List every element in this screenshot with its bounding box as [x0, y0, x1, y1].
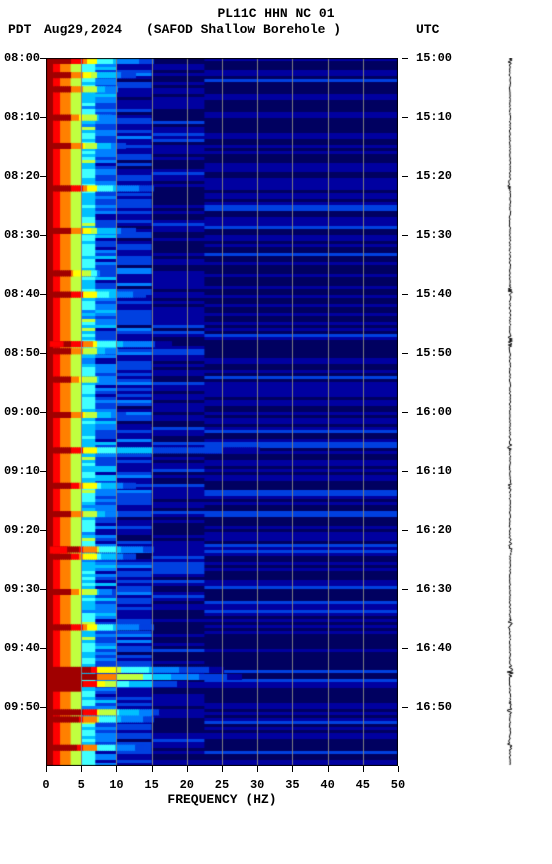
- y-right-tick-label: 16:00: [416, 406, 462, 418]
- y-left-tick-label: 09:00: [0, 406, 40, 418]
- right-tz-label: UTC: [416, 22, 439, 37]
- waveform-canvas: [500, 58, 520, 766]
- y-right-tick: [402, 353, 408, 354]
- x-axis: FREQUENCY (HZ) 05101520253035404550: [46, 766, 398, 806]
- y-left-tick-label: 09:50: [0, 701, 40, 713]
- y-right-tick-label: 15:00: [416, 52, 462, 64]
- y-right-tick-label: 15:20: [416, 170, 462, 182]
- y-right-tick: [402, 294, 408, 295]
- x-tick-label: 45: [348, 778, 378, 792]
- x-tick-label: 35: [277, 778, 307, 792]
- x-tick: [257, 766, 258, 772]
- x-tick-label: 10: [101, 778, 131, 792]
- x-tick: [116, 766, 117, 772]
- left-tz-label: PDT: [8, 22, 31, 37]
- x-tick-label: 30: [242, 778, 272, 792]
- y-right-tick-label: 15:50: [416, 347, 462, 359]
- x-tick: [222, 766, 223, 772]
- x-tick: [398, 766, 399, 772]
- y-right-tick: [402, 471, 408, 472]
- y-right-tick-label: 16:20: [416, 524, 462, 536]
- y-right-tick: [402, 589, 408, 590]
- x-tick-label: 15: [137, 778, 167, 792]
- x-tick: [187, 766, 188, 772]
- y-left-tick-label: 08:00: [0, 52, 40, 64]
- y-right-tick: [402, 58, 408, 59]
- y-right-tick-label: 15:30: [416, 229, 462, 241]
- y-right-tick-label: 16:40: [416, 642, 462, 654]
- spectrogram-plot: [46, 58, 398, 766]
- station-label: (SAFOD Shallow Borehole ): [146, 22, 341, 37]
- x-tick-label: 5: [66, 778, 96, 792]
- y-left-tick-label: 09:30: [0, 583, 40, 595]
- y-right-tick: [402, 707, 408, 708]
- x-tick: [328, 766, 329, 772]
- y-right-tick-label: 16:30: [416, 583, 462, 595]
- y-left-tick-label: 08:10: [0, 111, 40, 123]
- x-axis-label: FREQUENCY (HZ): [46, 792, 398, 807]
- y-left-tick-label: 08:40: [0, 288, 40, 300]
- x-tick-label: 25: [207, 778, 237, 792]
- y-left-tick-label: 08:50: [0, 347, 40, 359]
- y-right-tick: [402, 235, 408, 236]
- y-right-tick-label: 15:10: [416, 111, 462, 123]
- x-tick-label: 20: [172, 778, 202, 792]
- y-right-tick: [402, 530, 408, 531]
- x-tick-label: 0: [31, 778, 61, 792]
- y-left-tick-label: 09:10: [0, 465, 40, 477]
- y-right-tick: [402, 648, 408, 649]
- y-left-tick-label: 09:40: [0, 642, 40, 654]
- y-left-tick-label: 08:20: [0, 170, 40, 182]
- y-right-tick: [402, 117, 408, 118]
- y-right-tick-label: 15:40: [416, 288, 462, 300]
- y-right-tick: [402, 176, 408, 177]
- spectrogram-canvas: [46, 58, 398, 766]
- x-tick: [152, 766, 153, 772]
- y-right-tick-label: 16:50: [416, 701, 462, 713]
- date-label: Aug29,2024: [44, 22, 122, 37]
- chart-title: PL11C HHN NC 01: [0, 6, 552, 21]
- x-tick: [46, 766, 47, 772]
- waveform-strip: [500, 58, 520, 766]
- x-tick: [81, 766, 82, 772]
- y-axis-right: 15:0015:1015:2015:3015:4015:5016:0016:10…: [402, 58, 452, 766]
- y-right-tick-label: 16:10: [416, 465, 462, 477]
- x-tick: [363, 766, 364, 772]
- x-tick-label: 40: [313, 778, 343, 792]
- y-left-tick-label: 08:30: [0, 229, 40, 241]
- y-axis-left: 08:0008:1008:2008:3008:4008:5009:0009:10…: [0, 58, 46, 766]
- y-left-tick-label: 09:20: [0, 524, 40, 536]
- y-right-tick: [402, 412, 408, 413]
- x-tick: [292, 766, 293, 772]
- x-tick-label: 50: [383, 778, 413, 792]
